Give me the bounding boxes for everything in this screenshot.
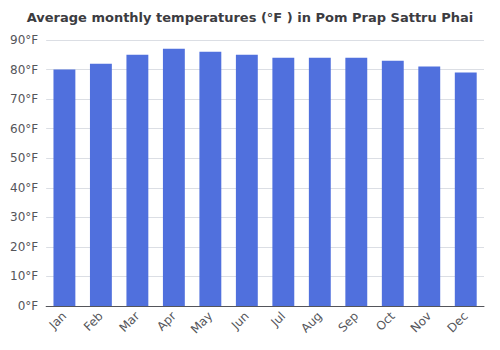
svg-text:0°F: 0°F — [18, 299, 39, 313]
svg-text:Average monthly temperatures (: Average monthly temperatures (°F ) in Po… — [27, 10, 474, 25]
svg-text:May: May — [188, 309, 215, 336]
svg-text:Jun: Jun — [228, 309, 252, 333]
svg-text:Sep: Sep — [335, 309, 361, 335]
svg-text:40°F: 40°F — [10, 181, 38, 195]
svg-text:Aug: Aug — [298, 309, 324, 335]
svg-text:Nov: Nov — [408, 309, 434, 335]
svg-text:20°F: 20°F — [10, 240, 38, 254]
svg-text:10°F: 10°F — [10, 269, 38, 283]
svg-text:Dec: Dec — [444, 309, 470, 335]
svg-text:Apr: Apr — [154, 309, 179, 334]
svg-text:50°F: 50°F — [10, 151, 38, 165]
svg-text:90°F: 90°F — [10, 33, 38, 47]
svg-text:30°F: 30°F — [10, 210, 38, 224]
svg-text:60°F: 60°F — [10, 122, 38, 136]
svg-text:Feb: Feb — [81, 309, 106, 334]
svg-text:80°F: 80°F — [10, 63, 38, 77]
svg-text:Mar: Mar — [116, 309, 142, 335]
svg-text:Jan: Jan — [46, 309, 70, 333]
svg-text:70°F: 70°F — [10, 92, 38, 106]
svg-text:Jul: Jul — [267, 309, 288, 330]
svg-text:Oct: Oct — [373, 309, 398, 334]
